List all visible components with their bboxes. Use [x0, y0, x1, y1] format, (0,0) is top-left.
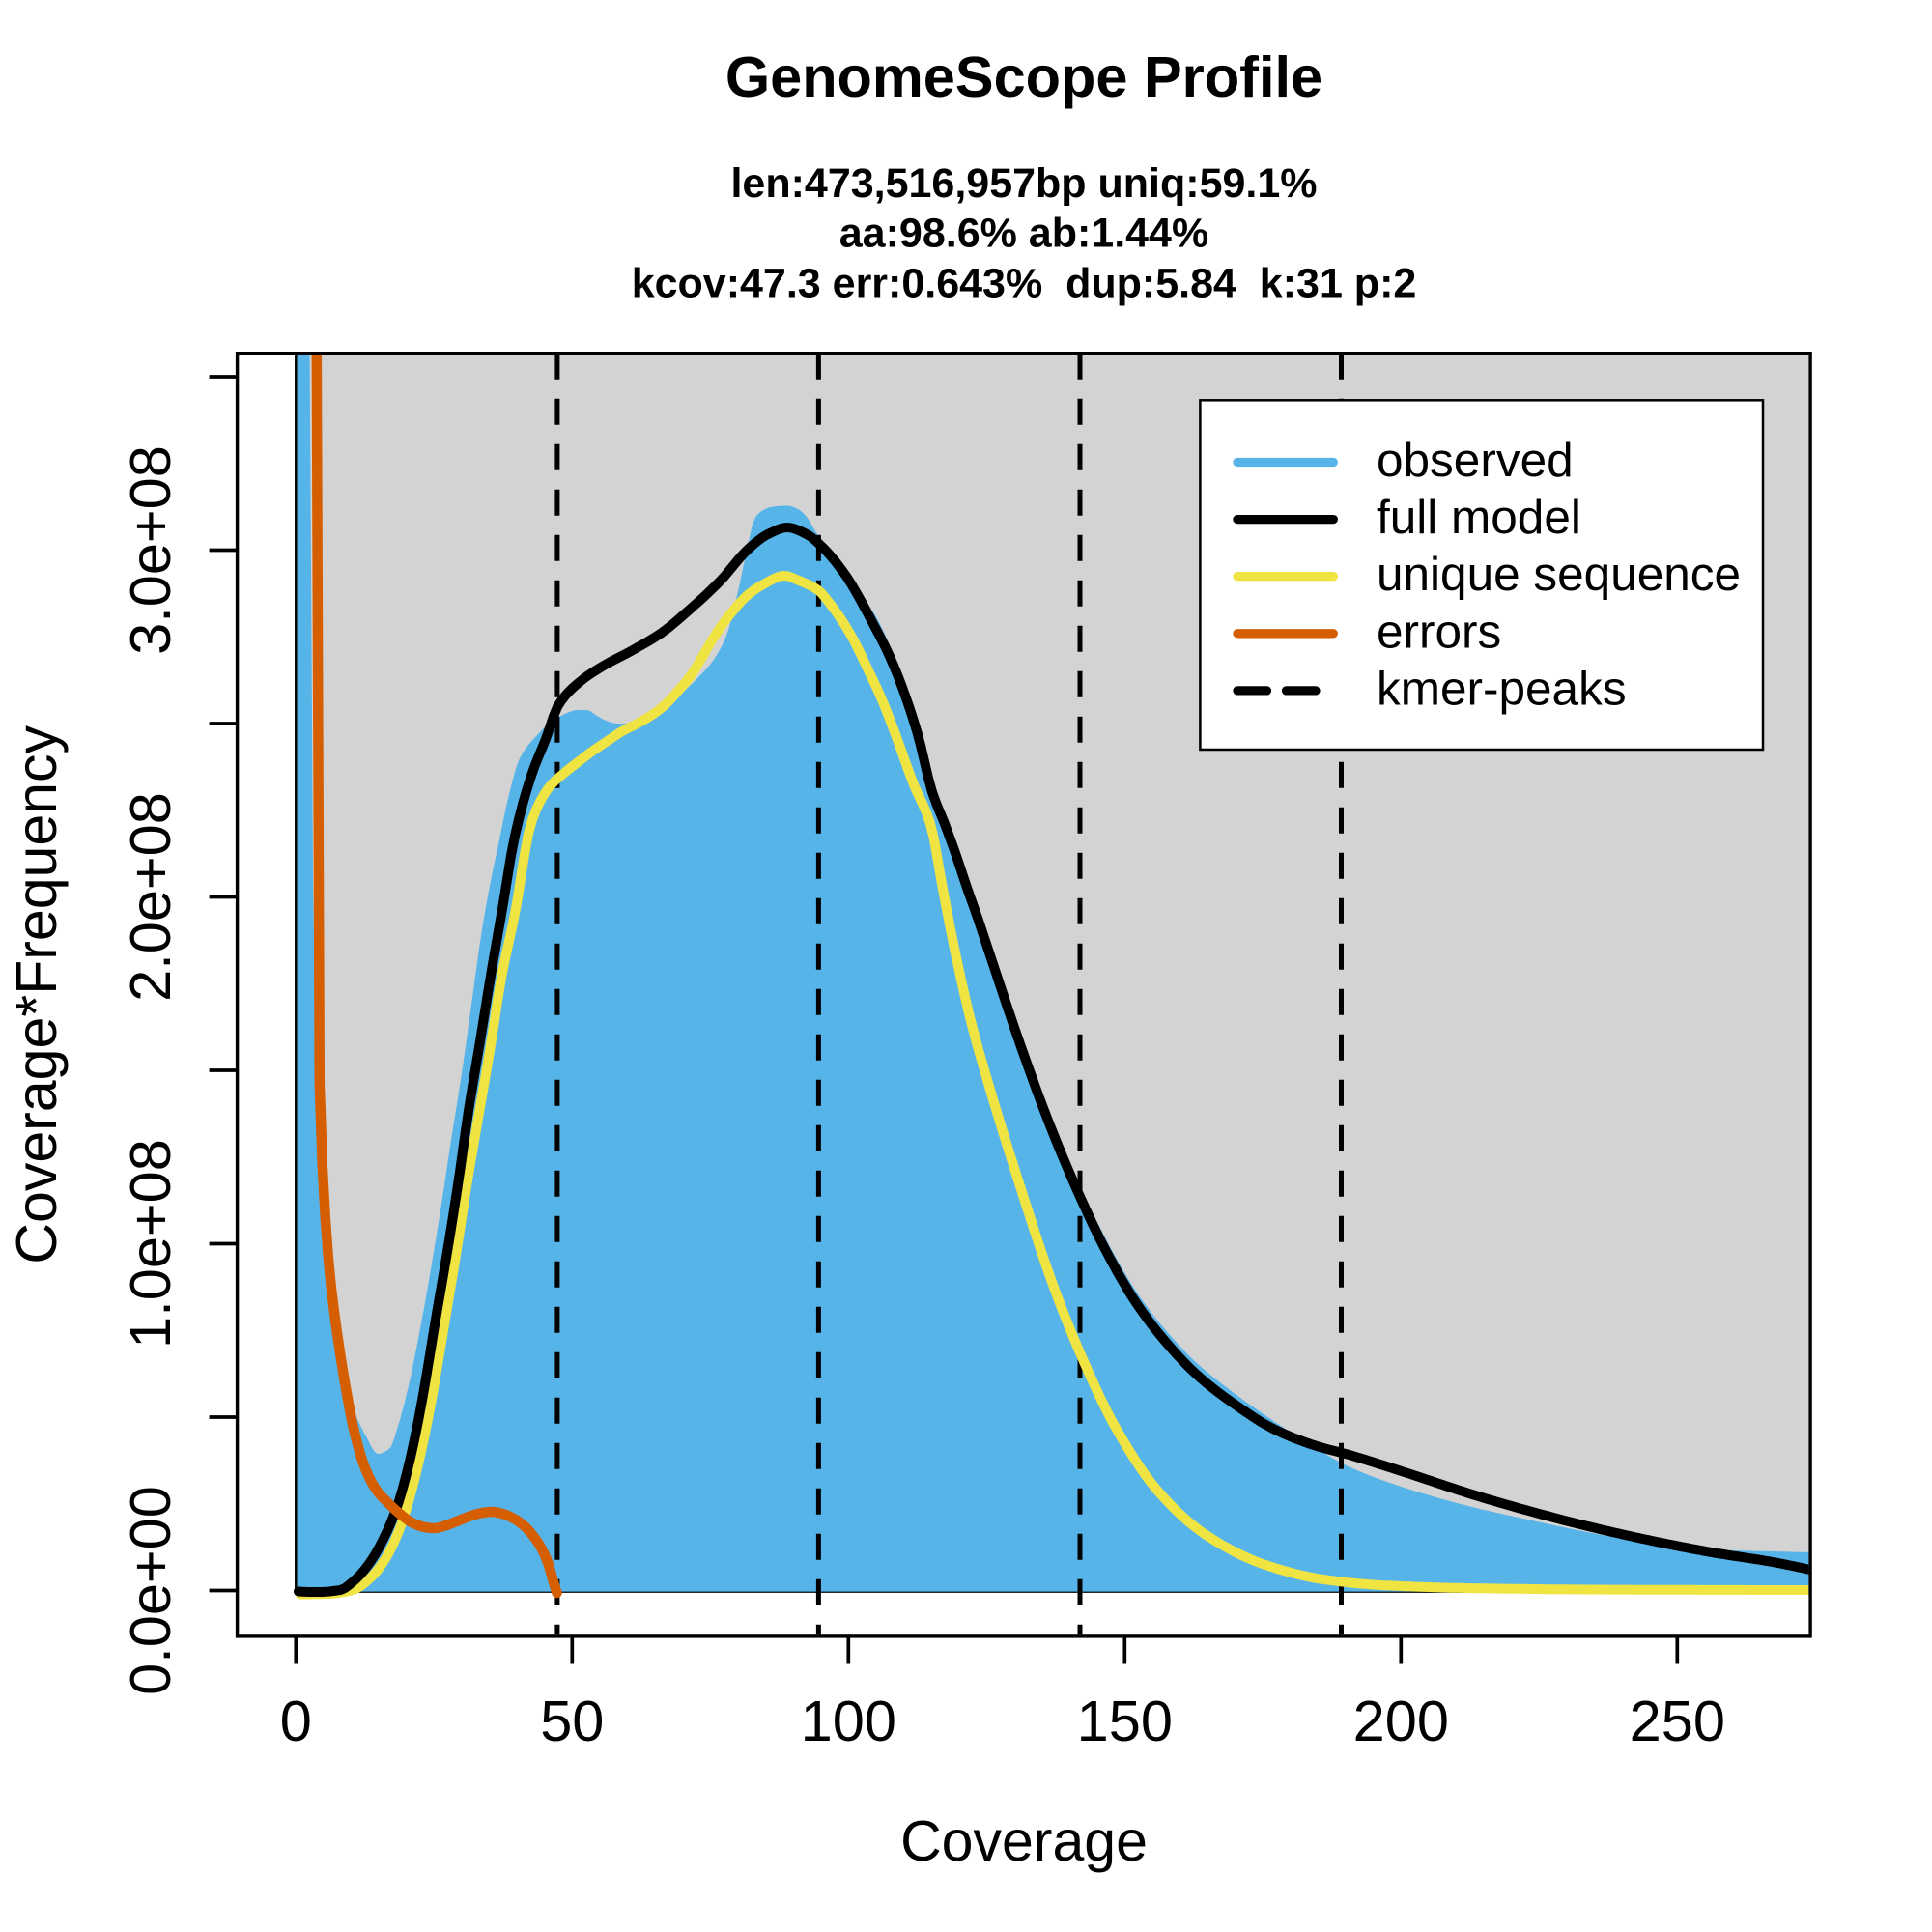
svg-text:2.0e+08: 2.0e+08 [118, 792, 183, 1002]
svg-text:150: 150 [1077, 1689, 1173, 1753]
svg-text:len:473,516,957bp uniq:59.1%: len:473,516,957bp uniq:59.1% [730, 160, 1317, 207]
svg-text:observed: observed [1377, 434, 1574, 487]
svg-text:250: 250 [1630, 1689, 1725, 1753]
svg-text:100: 100 [801, 1689, 896, 1753]
svg-text:unique sequence: unique sequence [1377, 548, 1741, 601]
svg-text:kcov:47.3 err:0.643% dup:5.84: kcov:47.3 err:0.643% dup:5.84 k:31 p:2 [632, 261, 1417, 307]
svg-text:GenomeScope Profile: GenomeScope Profile [725, 44, 1322, 109]
svg-text:full model: full model [1377, 491, 1581, 544]
svg-text:aa:98.6% ab:1.44%: aa:98.6% ab:1.44% [839, 211, 1208, 257]
svg-text:Coverage*Frequency: Coverage*Frequency [5, 725, 69, 1264]
svg-text:errors: errors [1377, 605, 1501, 658]
svg-text:0: 0 [280, 1689, 312, 1753]
svg-text:kmer-peaks: kmer-peaks [1377, 662, 1627, 715]
svg-text:Coverage: Coverage [900, 1809, 1148, 1873]
svg-text:1.0e+08: 1.0e+08 [118, 1139, 183, 1349]
svg-text:200: 200 [1353, 1689, 1449, 1753]
svg-text:50: 50 [540, 1689, 604, 1753]
svg-text:3.0e+08: 3.0e+08 [118, 445, 183, 655]
svg-text:0.0e+00: 0.0e+00 [118, 1486, 183, 1695]
